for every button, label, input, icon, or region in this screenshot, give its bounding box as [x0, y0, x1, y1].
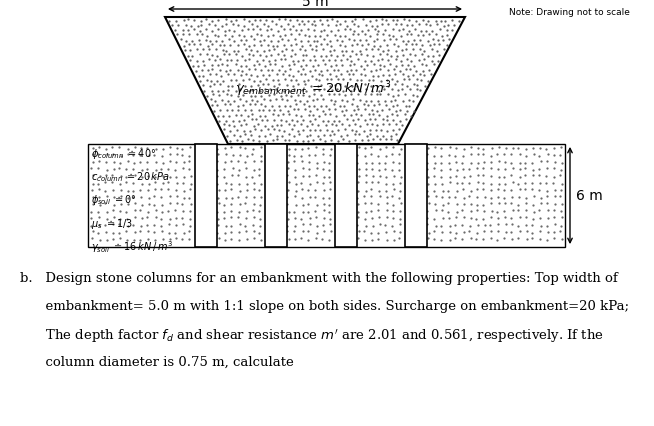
Text: b.   Design stone columns for an embankment with the following properties: Top w: b. Design stone columns for an embankmen…: [20, 271, 618, 284]
Text: $\phi_{soil}$ $\doteq 0°$: $\phi_{soil}$ $\doteq 0°$: [91, 193, 137, 207]
Bar: [88, 145, 565, 248]
Text: embankment= 5.0 m with 1:1 slope on both sides. Surcharge on embankment=20 kPa;: embankment= 5.0 m with 1:1 slope on both…: [20, 299, 629, 312]
Bar: [195, 145, 217, 248]
Text: 5 m: 5 m: [301, 0, 328, 9]
Text: $\gamma_{embankment}$ $=20\,kN\,/\,m^3$: $\gamma_{embankment}$ $=20\,kN\,/\,m^3$: [235, 80, 391, 99]
Text: The depth factor $f_d$ and shear resistance $m'$ are 2.01 and 0.561, respectivel: The depth factor $f_d$ and shear resista…: [20, 327, 604, 345]
Text: $\mu_s$ $\doteq 1/3$: $\mu_s$ $\doteq 1/3$: [91, 216, 133, 230]
Text: Note: Drawing not to scale: Note: Drawing not to scale: [509, 8, 630, 17]
Bar: [335, 145, 357, 248]
Polygon shape: [165, 18, 465, 145]
Bar: [265, 145, 287, 248]
Text: 6 m: 6 m: [576, 189, 603, 203]
Text: $\phi_{column}$ $\doteq 40°$: $\phi_{column}$ $\doteq 40°$: [91, 147, 156, 161]
Text: column diameter is 0.75 m, calculate: column diameter is 0.75 m, calculate: [20, 355, 294, 368]
Bar: [405, 145, 427, 248]
Text: $c_{column}$ $\doteq 20\,kPa$: $c_{column}$ $\doteq 20\,kPa$: [91, 170, 169, 184]
Text: $\gamma_{soil}$ $\doteq 16\,kN\,/\,m^3$: $\gamma_{soil}$ $\doteq 16\,kN\,/\,m^3$: [91, 239, 173, 254]
